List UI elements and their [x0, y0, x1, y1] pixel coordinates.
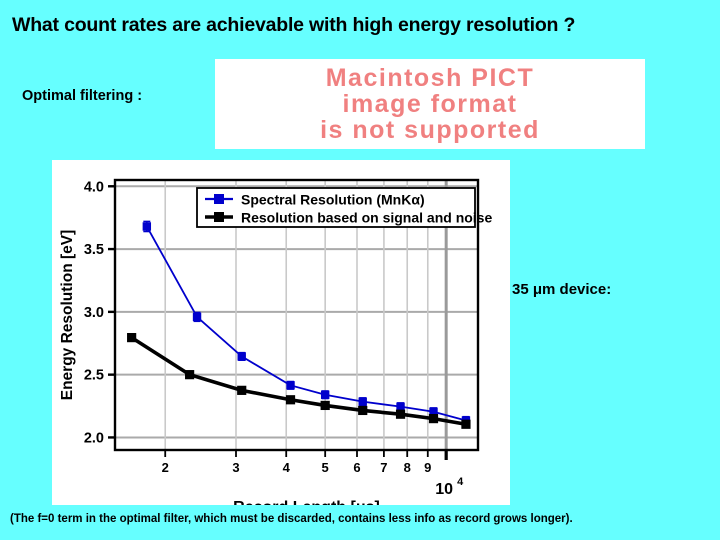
- chart-series: [127, 220, 471, 429]
- chart-frame: [113, 178, 480, 452]
- energy-resolution-chart: 4.0 3.5 3.0 2.5 2.0 2 3 4 5 6 7 89 10 4 Record Length…: [52, 160, 510, 505]
- data-point-marker: [358, 405, 368, 416]
- legend-label: Resolution based on signal and noise: [241, 210, 492, 226]
- data-point-marker: [237, 385, 247, 395]
- xtick-label-minor: 8: [404, 460, 411, 475]
- legend-label: Spectral Resolution (MnKα): [241, 192, 425, 208]
- data-point-marker: [185, 370, 195, 380]
- pict-placeholder-line-2: image format: [342, 90, 518, 118]
- xtick-label-minor: 7: [380, 460, 387, 475]
- xtick-label-decade: 10: [435, 481, 453, 498]
- data-point-marker: [396, 402, 405, 411]
- ytick-label: 2.0: [84, 430, 104, 446]
- data-point-marker: [320, 400, 330, 411]
- optimal-filtering-label: Optimal filtering :: [22, 88, 143, 104]
- data-point-marker: [286, 381, 295, 390]
- y-axis-title: Energy Resolution [eV]: [59, 230, 76, 401]
- ytick-label: 3.0: [84, 305, 104, 321]
- xtick-label-minor: 9: [424, 460, 431, 475]
- legend-marker-square: [214, 194, 224, 204]
- chart-panel: 4.0 3.5 3.0 2.5 2.0 2 3 4 5 6 7 89 10 4 Record Length…: [52, 160, 510, 505]
- data-point-marker: [142, 222, 152, 231]
- ytick-label: 2.5: [84, 368, 104, 384]
- device-label: 35 μm device:: [512, 281, 612, 298]
- data-point-marker: [127, 333, 137, 343]
- pict-placeholder-line-1: Macintosh PICT: [325, 64, 535, 92]
- data-point-marker: [192, 312, 202, 322]
- data-point-marker: [395, 409, 406, 419]
- data-point-marker: [320, 390, 330, 399]
- xtick-label-minor: 4: [283, 460, 291, 475]
- data-point-marker: [461, 419, 471, 429]
- ytick-label: 3.5: [84, 242, 104, 258]
- xtick-label-minor: 5: [322, 460, 329, 475]
- legend-marker-square: [214, 212, 224, 222]
- data-point-marker: [237, 352, 246, 361]
- xtick-label-minor: 6: [353, 460, 360, 475]
- plot-frame: [113, 178, 480, 452]
- xtick-label-minor: 3: [232, 460, 239, 475]
- pict-placeholder-line-3: is not supported: [320, 116, 540, 144]
- footnote-text: (The f=0 term in the optimal filter, whi…: [10, 513, 573, 525]
- data-point-marker: [428, 414, 439, 424]
- chart-ticks: 4.0 3.5 3.0 2.5 2.0 2 3 4 5 6 7 8 9 10 4: [84, 179, 464, 498]
- series-2: [127, 333, 471, 429]
- chart-legend: Spectral Resolution (MnKα) Resolution bas…: [196, 187, 492, 228]
- page-title: What count rates are achievable with hig…: [12, 14, 576, 36]
- data-point-marker: [285, 395, 296, 405]
- pict-image-placeholder: Macintosh PICT image format is not suppo…: [215, 59, 645, 149]
- ytick-label: 4.0: [84, 179, 104, 195]
- xtick-label-minor: 2: [162, 460, 169, 475]
- chart-axis-labels: Record Length [μs] Energy Resolution [eV]: [59, 230, 380, 505]
- data-point-marker: [429, 407, 438, 416]
- x-axis-title: Record Length [μs]: [233, 499, 380, 505]
- xtick-label-decade-exponent: 4: [457, 476, 464, 488]
- data-point-marker: [358, 397, 367, 406]
- legend-box: [196, 187, 476, 228]
